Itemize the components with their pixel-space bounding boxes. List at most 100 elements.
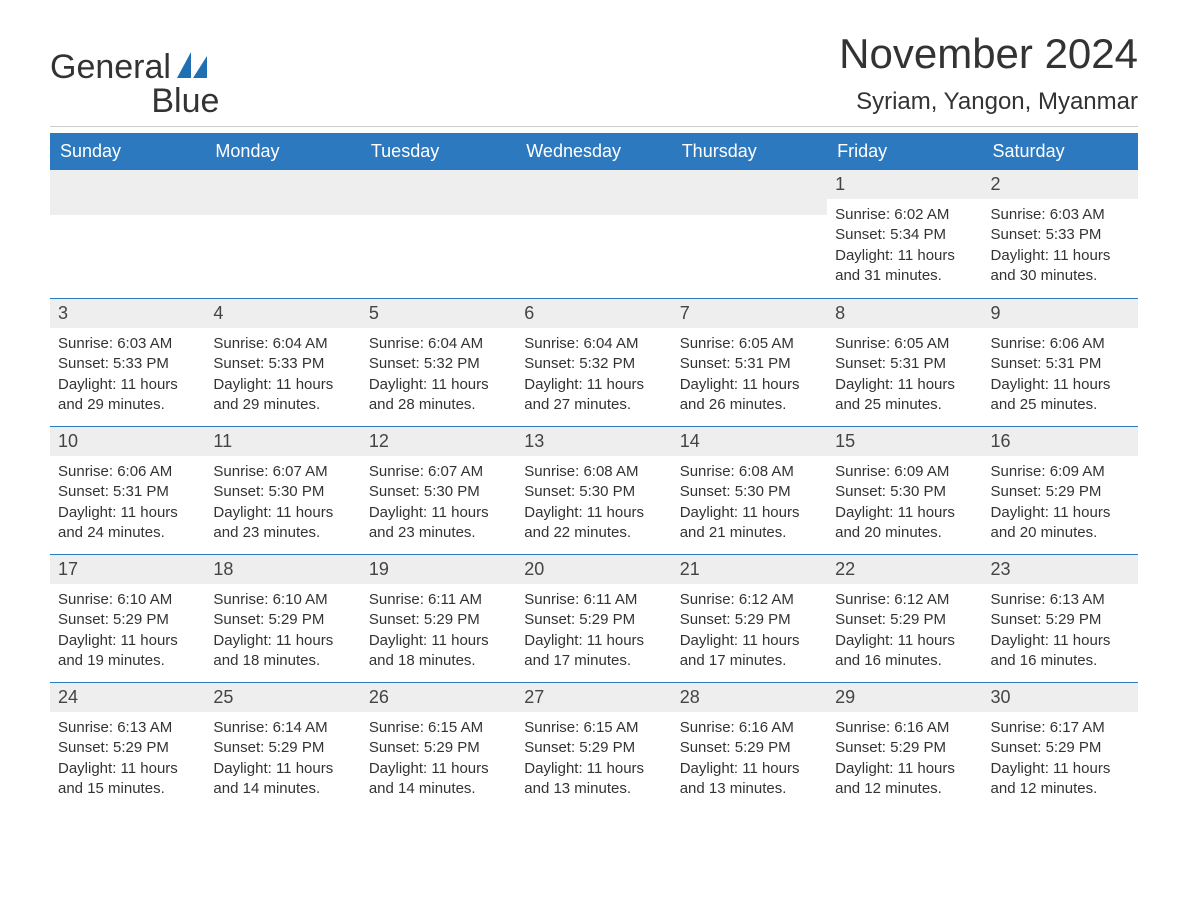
sunrise-line: Sunrise: 6:11 AM — [524, 590, 663, 610]
day-cell: 29Sunrise: 6:16 AMSunset: 5:29 PMDayligh… — [827, 683, 982, 810]
sunrise-line: Sunrise: 6:17 AM — [991, 718, 1130, 738]
sunrise-line: Sunrise: 6:07 AM — [369, 462, 508, 482]
day-cell — [50, 170, 205, 298]
daylight-line: Daylight: 11 hours and 23 minutes. — [369, 503, 508, 544]
day-number: 20 — [516, 555, 671, 584]
sunset-line: Sunset: 5:31 PM — [991, 354, 1130, 374]
day-number: 2 — [983, 170, 1138, 199]
day-number: 29 — [827, 683, 982, 712]
day-cell: 4Sunrise: 6:04 AMSunset: 5:33 PMDaylight… — [205, 299, 360, 426]
location: Syriam, Yangon, Myanmar — [839, 88, 1138, 116]
day-cell: 19Sunrise: 6:11 AMSunset: 5:29 PMDayligh… — [361, 555, 516, 682]
sunset-line: Sunset: 5:30 PM — [835, 482, 974, 502]
day-number: 10 — [50, 427, 205, 456]
day-body: Sunrise: 6:08 AMSunset: 5:30 PMDaylight:… — [672, 456, 827, 553]
day-body: Sunrise: 6:12 AMSunset: 5:29 PMDaylight:… — [672, 584, 827, 681]
day-cell: 22Sunrise: 6:12 AMSunset: 5:29 PMDayligh… — [827, 555, 982, 682]
page-title: November 2024 — [839, 30, 1138, 78]
daylight-line: Daylight: 11 hours and 12 minutes. — [991, 759, 1130, 800]
day-number: 7 — [672, 299, 827, 328]
sunset-line: Sunset: 5:29 PM — [835, 610, 974, 630]
day-body: Sunrise: 6:05 AMSunset: 5:31 PMDaylight:… — [672, 328, 827, 425]
day-number — [205, 170, 360, 199]
sunrise-line: Sunrise: 6:02 AM — [835, 205, 974, 225]
sunset-line: Sunset: 5:29 PM — [369, 738, 508, 758]
day-number: 16 — [983, 427, 1138, 456]
weekday-header: Friday — [827, 133, 982, 170]
sunrise-line: Sunrise: 6:08 AM — [680, 462, 819, 482]
weekday-header: Sunday — [50, 133, 205, 170]
sunrise-line: Sunrise: 6:04 AM — [524, 334, 663, 354]
week-row: 17Sunrise: 6:10 AMSunset: 5:29 PMDayligh… — [50, 554, 1138, 682]
day-number: 8 — [827, 299, 982, 328]
day-number: 15 — [827, 427, 982, 456]
daylight-line: Daylight: 11 hours and 12 minutes. — [835, 759, 974, 800]
sunset-line: Sunset: 5:30 PM — [524, 482, 663, 502]
day-number: 4 — [205, 299, 360, 328]
day-body: Sunrise: 6:10 AMSunset: 5:29 PMDaylight:… — [50, 584, 205, 681]
day-number — [672, 170, 827, 199]
daylight-line: Daylight: 11 hours and 13 minutes. — [680, 759, 819, 800]
day-cell: 21Sunrise: 6:12 AMSunset: 5:29 PMDayligh… — [672, 555, 827, 682]
day-number: 26 — [361, 683, 516, 712]
daylight-line: Daylight: 11 hours and 14 minutes. — [369, 759, 508, 800]
sunrise-line: Sunrise: 6:03 AM — [58, 334, 197, 354]
sunrise-line: Sunrise: 6:04 AM — [369, 334, 508, 354]
week-row: 10Sunrise: 6:06 AMSunset: 5:31 PMDayligh… — [50, 426, 1138, 554]
day-cell: 8Sunrise: 6:05 AMSunset: 5:31 PMDaylight… — [827, 299, 982, 426]
day-cell: 23Sunrise: 6:13 AMSunset: 5:29 PMDayligh… — [983, 555, 1138, 682]
day-cell: 13Sunrise: 6:08 AMSunset: 5:30 PMDayligh… — [516, 427, 671, 554]
day-body: Sunrise: 6:03 AMSunset: 5:33 PMDaylight:… — [983, 199, 1138, 296]
sunset-line: Sunset: 5:31 PM — [680, 354, 819, 374]
day-number: 25 — [205, 683, 360, 712]
weekday-header: Tuesday — [361, 133, 516, 170]
sunset-line: Sunset: 5:29 PM — [58, 738, 197, 758]
day-number — [361, 170, 516, 199]
day-number: 19 — [361, 555, 516, 584]
week-row: 1Sunrise: 6:02 AMSunset: 5:34 PMDaylight… — [50, 170, 1138, 298]
day-cell: 30Sunrise: 6:17 AMSunset: 5:29 PMDayligh… — [983, 683, 1138, 810]
sunrise-line: Sunrise: 6:05 AM — [680, 334, 819, 354]
day-cell: 11Sunrise: 6:07 AMSunset: 5:30 PMDayligh… — [205, 427, 360, 554]
day-number: 3 — [50, 299, 205, 328]
sunset-line: Sunset: 5:29 PM — [991, 482, 1130, 502]
daylight-line: Daylight: 11 hours and 20 minutes. — [991, 503, 1130, 544]
weekday-header-row: Sunday Monday Tuesday Wednesday Thursday… — [50, 133, 1138, 170]
sunrise-line: Sunrise: 6:12 AM — [680, 590, 819, 610]
day-cell: 6Sunrise: 6:04 AMSunset: 5:32 PMDaylight… — [516, 299, 671, 426]
day-number: 12 — [361, 427, 516, 456]
weekday-header: Saturday — [983, 133, 1138, 170]
day-body: Sunrise: 6:16 AMSunset: 5:29 PMDaylight:… — [827, 712, 982, 809]
daylight-line: Daylight: 11 hours and 21 minutes. — [680, 503, 819, 544]
day-body — [50, 199, 205, 215]
brand-part1: General — [50, 48, 171, 86]
sunrise-line: Sunrise: 6:07 AM — [213, 462, 352, 482]
sunset-line: Sunset: 5:33 PM — [213, 354, 352, 374]
sunset-line: Sunset: 5:32 PM — [524, 354, 663, 374]
day-cell: 9Sunrise: 6:06 AMSunset: 5:31 PMDaylight… — [983, 299, 1138, 426]
daylight-line: Daylight: 11 hours and 18 minutes. — [369, 631, 508, 672]
day-number — [50, 170, 205, 199]
daylight-line: Daylight: 11 hours and 14 minutes. — [213, 759, 352, 800]
day-body — [205, 199, 360, 215]
daylight-line: Daylight: 11 hours and 24 minutes. — [58, 503, 197, 544]
daylight-line: Daylight: 11 hours and 31 minutes. — [835, 246, 974, 287]
day-body: Sunrise: 6:07 AMSunset: 5:30 PMDaylight:… — [361, 456, 516, 553]
sail-icon — [177, 65, 219, 82]
day-body: Sunrise: 6:05 AMSunset: 5:31 PMDaylight:… — [827, 328, 982, 425]
day-cell: 27Sunrise: 6:15 AMSunset: 5:29 PMDayligh… — [516, 683, 671, 810]
daylight-line: Daylight: 11 hours and 16 minutes. — [991, 631, 1130, 672]
daylight-line: Daylight: 11 hours and 29 minutes. — [58, 375, 197, 416]
day-cell: 18Sunrise: 6:10 AMSunset: 5:29 PMDayligh… — [205, 555, 360, 682]
daylight-line: Daylight: 11 hours and 15 minutes. — [58, 759, 197, 800]
day-body: Sunrise: 6:09 AMSunset: 5:30 PMDaylight:… — [827, 456, 982, 553]
day-number: 17 — [50, 555, 205, 584]
daylight-line: Daylight: 11 hours and 30 minutes. — [991, 246, 1130, 287]
daylight-line: Daylight: 11 hours and 23 minutes. — [213, 503, 352, 544]
sunrise-line: Sunrise: 6:04 AM — [213, 334, 352, 354]
daylight-line: Daylight: 11 hours and 17 minutes. — [680, 631, 819, 672]
sunrise-line: Sunrise: 6:10 AM — [58, 590, 197, 610]
day-cell: 26Sunrise: 6:15 AMSunset: 5:29 PMDayligh… — [361, 683, 516, 810]
day-body: Sunrise: 6:14 AMSunset: 5:29 PMDaylight:… — [205, 712, 360, 809]
day-number: 13 — [516, 427, 671, 456]
